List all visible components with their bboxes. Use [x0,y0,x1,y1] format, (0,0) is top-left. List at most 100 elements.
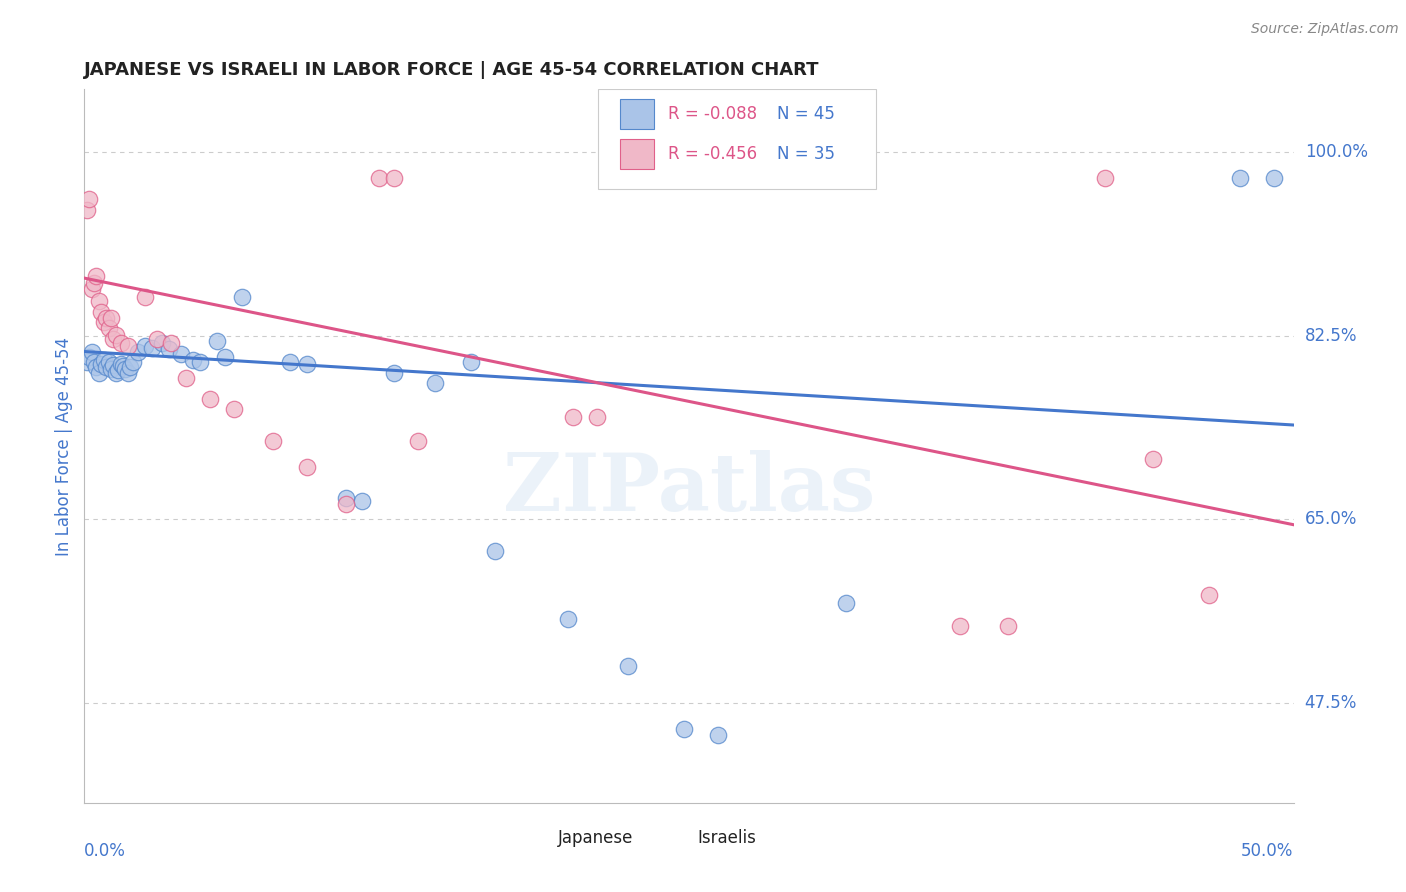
Text: N = 35: N = 35 [778,145,835,163]
Text: N = 45: N = 45 [778,105,835,123]
Point [97,321,120,335]
Point [406,434,429,448]
Point [120,360,142,375]
Point [104,327,127,342]
Point [484,544,506,558]
FancyBboxPatch shape [620,139,654,169]
Point [198,392,221,406]
Text: R = -0.088: R = -0.088 [668,105,758,123]
Point [134,290,156,304]
Point [190,355,212,369]
Point [87,366,110,380]
Text: Japanese: Japanese [558,829,634,847]
Point [86,268,108,283]
Point [460,355,482,369]
Point [100,362,122,376]
Text: 100.0%: 100.0% [1305,143,1368,161]
Point [103,358,125,372]
Point [86,360,108,375]
Point [557,612,579,626]
Point [77,193,100,207]
Point [295,460,318,475]
Point [278,355,301,369]
Point [112,359,135,374]
Point [997,619,1019,633]
Point [1229,171,1251,186]
Point [93,315,115,329]
Point [94,360,117,375]
Text: 50.0%: 50.0% [1241,842,1294,860]
Point [335,497,357,511]
Point [121,355,143,369]
Point [561,409,583,424]
Point [1094,171,1116,186]
Point [1263,171,1285,186]
Point [94,310,117,325]
Point [586,409,609,424]
Point [423,376,446,390]
Point [117,339,139,353]
Point [150,336,173,351]
Point [224,402,246,417]
Point [80,344,103,359]
Point [1142,451,1164,466]
Point [77,350,100,364]
Point [127,344,149,359]
Point [949,619,972,633]
Point [157,343,180,357]
Point [146,332,169,346]
Point [181,353,204,368]
Text: Israelis: Israelis [697,829,756,847]
Point [707,171,730,186]
Point [93,353,115,368]
Point [107,363,129,377]
Point [110,357,132,371]
Point [83,355,105,369]
Point [160,336,183,351]
Text: 65.0%: 65.0% [1305,510,1357,528]
Point [262,434,284,448]
Text: 0.0%: 0.0% [84,842,127,860]
Point [134,339,156,353]
Point [76,355,98,369]
Point [110,336,132,351]
Text: R = -0.456: R = -0.456 [668,145,758,163]
Point [295,357,318,371]
Text: Source: ZipAtlas.com: Source: ZipAtlas.com [1251,22,1399,37]
Point [207,334,229,348]
Point [117,366,139,380]
Point [83,277,105,291]
Point [214,350,236,364]
Point [170,346,193,360]
Text: JAPANESE VS ISRAELI IN LABOR FORCE | AGE 45-54 CORRELATION CHART: JAPANESE VS ISRAELI IN LABOR FORCE | AGE… [84,62,820,79]
Point [382,366,405,380]
Point [100,310,122,325]
Point [382,171,405,186]
Text: 47.5%: 47.5% [1305,694,1357,712]
Point [335,491,357,506]
Point [368,171,391,186]
Point [87,294,110,309]
Point [80,282,103,296]
Point [1198,588,1220,602]
FancyBboxPatch shape [620,99,654,128]
FancyBboxPatch shape [599,89,876,189]
Text: ZIPatlas: ZIPatlas [503,450,875,528]
Point [90,304,112,318]
Point [707,728,730,742]
Point [231,290,253,304]
FancyBboxPatch shape [658,824,690,851]
Point [103,332,125,346]
Point [114,362,136,376]
FancyBboxPatch shape [520,824,551,851]
Point [97,355,120,369]
Point [617,659,640,673]
Text: 82.5%: 82.5% [1305,326,1357,345]
Point [352,493,374,508]
Point [76,202,98,217]
Point [673,723,696,737]
Point [90,357,112,371]
Point [141,342,163,356]
Point [104,366,127,380]
Point [682,171,704,186]
